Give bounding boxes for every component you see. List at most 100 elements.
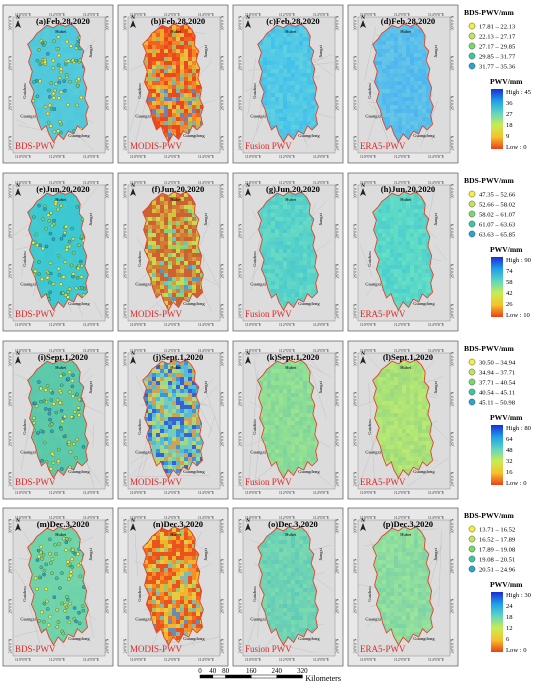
y-tick-label-left: 26°0'0"N [123,431,128,446]
north-arrow-icon: N [130,16,136,28]
station-marker [64,540,69,544]
legend-ramp-title: PWV/mm [490,77,523,86]
legend-ramp-label: High : 90 [506,257,532,264]
y-tick-label-right: 24°0'0"N [450,135,455,150]
y-tick-label-left: 30°0'0"N [123,15,128,30]
y-tick-label-right: 26°0'0"N [105,263,110,278]
province-boundary [142,23,204,144]
station-marker [47,407,52,412]
north-arrow-icon: N [360,184,366,196]
station-marker [71,373,75,377]
province-boundary [27,526,89,647]
legend-column: BDS-PWV/mm 17.81 – 22.13 22.13 – 27.17 27.1… [464,8,532,654]
y-tick-label-left: 24°0'0"N [8,135,13,150]
station-marker [42,568,47,573]
y-tick-label-right: 30°0'0"N [220,15,225,30]
y-tick-label-left: 30°0'0"N [238,351,243,366]
place-guangdong: Guangdong [413,469,435,474]
map-panel-a: N (a)Feb.28,2020 Hubei Guangdong Guangxi Guiz… [2,4,114,164]
legend-class-label: 31.77 – 35.36 [479,64,516,71]
y-tick-label-left: 26°0'0"N [8,95,13,110]
y-tick-label-right: 26°0'0"N [335,598,340,613]
x-tick-label-bottom: 112°0'0"E [279,154,296,159]
y-tick-label-right: 26°0'0"N [220,263,225,278]
place-guizhou: Guizhou [22,419,27,435]
legend-ramp-label: 32 [506,458,513,465]
y-tick-label-right: 30°0'0"N [335,351,340,366]
panel-title: (j)Sept.1,2020 [153,352,204,362]
y-tick-label-right: 30°0'0"N [105,518,110,533]
panel-title: (f)Jun.20,2020 [152,184,205,194]
station-marker [41,619,46,624]
station-marker [66,102,70,107]
station-marker [50,557,55,561]
station-marker [54,199,58,204]
north-arrow-icon: N [15,16,21,28]
legend-class-label: 52.66 – 58.02 [479,202,515,209]
y-tick-label-left: 30°0'0"N [8,15,13,30]
x-tick-label-top: 114°0'0"E [83,180,100,185]
map-panel-k: N (k)Sept.1,2020 Hubei Guangdong Guangxi Guiz… [232,340,344,500]
place-jiangxi: Jiangxi [318,380,323,393]
station-marker [40,459,44,463]
station-marker [44,407,48,411]
x-tick-label-top: 112°0'0"E [164,180,181,185]
x-tick-label-top: 110°0'0"E [360,12,377,17]
station-marker [66,59,71,63]
place-guangxi: Guangxi [250,617,267,622]
place-jiangxi: Jiangxi [318,44,323,57]
station-marker [76,406,81,410]
legend-class-label: 29.85 – 31.77 [479,54,516,61]
north-label: N [361,352,365,357]
legend-ramp-label: 36 [506,100,513,107]
legend-class-swatch [468,210,476,218]
station-marker [45,384,50,388]
panel-title: (i)Sept.1,2020 [38,352,88,362]
station-marker [59,130,63,135]
y-tick-label-left: 30°0'0"N [123,351,128,366]
y-tick-label-left: 24°0'0"N [353,135,358,150]
place-guangdong: Guangdong [298,133,320,138]
station-marker [42,601,47,606]
y-tick-label-right: 24°0'0"N [335,303,340,318]
x-tick-label-top: 114°0'0"E [198,348,215,353]
data-source-label: ERA5-PWV [360,477,406,487]
y-tick-label-right: 30°0'0"N [450,183,455,198]
legend-class-swatch [468,388,476,396]
province-boundary [27,191,89,312]
legend-row-1: BDS-PWV/mm 47.35 – 52.66 52.66 – 58.02 58.0… [464,176,532,319]
y-tick-label-right: 30°0'0"N [335,15,340,30]
place-jiangxi: Jiangxi [203,44,208,57]
north-label: N [246,184,250,189]
station-marker [32,80,36,84]
station-marker [52,402,56,406]
station-marker [56,35,61,39]
y-tick-label-right: 26°0'0"N [105,598,110,613]
legend-class-label: 34.94 – 37.71 [479,370,515,377]
y-tick-label-left: 28°0'0"N [8,558,13,573]
station-marker [66,560,70,564]
station-marker [38,243,42,248]
y-tick-label-right: 30°0'0"N [220,518,225,533]
station-marker [57,273,62,277]
station-marker [66,295,70,299]
legend-class-swatch [468,22,476,30]
station-marker [49,467,53,471]
station-marker [72,617,76,621]
place-guangdong: Guangdong [298,636,320,641]
station-marker [64,73,69,77]
station-marker [79,259,83,264]
y-tick-label-right: 28°0'0"N [335,223,340,238]
north-label: N [361,16,365,21]
station-marker [71,548,75,552]
x-tick-label-bottom: 112°0'0"E [49,657,66,662]
y-tick-label-left: 24°0'0"N [238,135,243,150]
y-tick-label-right: 30°0'0"N [220,351,225,366]
station-marker [59,67,63,71]
place-hubei: Hubei [285,532,297,537]
station-marker [49,124,53,128]
station-marker [70,565,75,569]
y-tick-label-left: 28°0'0"N [8,391,13,406]
station-marker [60,419,65,424]
station-marker [37,272,41,276]
